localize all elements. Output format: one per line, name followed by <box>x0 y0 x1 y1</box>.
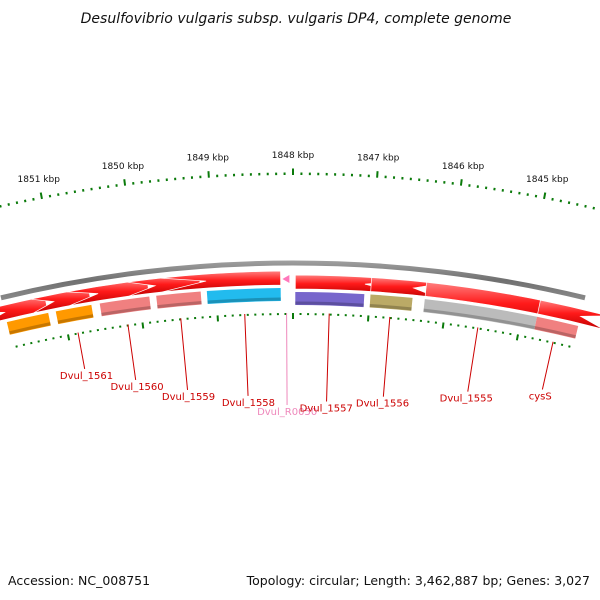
cds-band-Dvul_1561[interactable] <box>55 304 94 325</box>
gene-label-Dvul_1555[interactable]: Dvul_1555 <box>440 394 493 405</box>
major-tick <box>459 179 463 186</box>
gene-label-Dvul_1560[interactable]: Dvul_1560 <box>110 382 163 393</box>
gene-features <box>0 270 600 339</box>
cds-band-shade <box>534 326 576 339</box>
genome-title: Desulfovibrio vulgaris subsp. vulgaris D… <box>81 11 512 27</box>
scale-tick-label: 1845 kbp <box>526 175 569 185</box>
cds-band-shade <box>57 314 94 324</box>
scale-tick-label: 1851 kbp <box>18 175 61 185</box>
gene-arrow-Dvul_1561[interactable] <box>30 287 92 314</box>
minor-tick <box>559 199 563 203</box>
cds-band-shade <box>295 301 364 307</box>
minor-tick <box>0 204 2 208</box>
gene-label-leader <box>244 313 249 396</box>
gene-label-leader <box>541 341 554 390</box>
minor-tick <box>23 199 27 203</box>
gene-label-Dvul_1556[interactable]: Dvul_1556 <box>356 399 409 410</box>
genome-backbone <box>0 260 586 301</box>
scale-tick-label: 1849 kbp <box>187 154 230 164</box>
gene-arrow-Dvul_1560[interactable] <box>66 279 150 306</box>
cds-band-Dvul_1559[interactable] <box>156 291 202 309</box>
gene-arrow-cysS[interactable] <box>537 299 600 329</box>
scale-tick-label: 1850 kbp <box>102 162 145 172</box>
gene-label-Dvul_1559[interactable]: Dvul_1559 <box>162 392 215 403</box>
cds-band[interactable] <box>6 312 51 335</box>
gene-label-leader <box>467 327 479 392</box>
gene-label-leader <box>326 313 330 402</box>
topology-text: Topology: circular; Length: 3,462,887 bp… <box>246 573 590 588</box>
minor-tick <box>576 203 579 206</box>
major-tick <box>123 179 127 186</box>
cds-band-cysS[interactable] <box>534 316 579 339</box>
accession-text: Accession: NC_008751 <box>8 573 151 588</box>
cds-band-shade <box>369 303 412 311</box>
scale-tick-label: 1847 kbp <box>357 154 400 164</box>
cds-band-shade <box>157 300 202 309</box>
cds-band-shade <box>101 305 151 316</box>
rna-feature-Dvul_R0050[interactable] <box>282 275 290 283</box>
cds-band-shade <box>423 308 536 330</box>
cds-band-shade <box>9 322 51 335</box>
minor-tick <box>7 203 10 206</box>
scale-tick-label: 1848 kbp <box>272 151 315 161</box>
gene-label-cysS[interactable]: cysS <box>529 391 552 402</box>
cds-band-Dvul_1560[interactable] <box>99 296 151 317</box>
gene-label-leader <box>180 318 189 391</box>
gene-label-Dvul_1558[interactable]: Dvul_1558 <box>222 398 275 409</box>
backbone-ring <box>0 260 586 301</box>
cds-band-Dvul_1556[interactable] <box>369 294 413 311</box>
cds-band-Dvul_1557[interactable] <box>295 292 365 308</box>
minor-tick <box>592 206 595 210</box>
gene-label-leader <box>382 316 391 397</box>
gene-label-leader <box>127 324 137 381</box>
inner-major-tick <box>67 334 71 341</box>
gene-arrow[interactable] <box>0 295 48 325</box>
gene-label-Dvul_R0050[interactable]: Dvul_R0050 <box>257 407 317 418</box>
cds-band-shade <box>207 297 281 304</box>
scale-tick-label: 1846 kbp <box>442 162 485 172</box>
gene-labels: Dvul_1561Dvul_1560Dvul_1559Dvul_1558Dvul… <box>60 313 554 418</box>
gene-arrow-Dvul_1558[interactable] <box>160 270 281 293</box>
major-tick <box>543 192 547 200</box>
inner-major-tick <box>441 322 445 329</box>
major-tick <box>39 192 43 200</box>
cds-band-Dvul_1555[interactable] <box>423 299 538 330</box>
minor-tick <box>584 204 587 208</box>
gene-label-leader <box>77 332 86 370</box>
gene-arrow-Dvul_1559[interactable] <box>127 274 201 297</box>
gene-label-Dvul_1557[interactable]: Dvul_1557 <box>300 404 353 415</box>
inner-major-tick <box>515 334 519 341</box>
gene-label-Dvul_1561[interactable]: Dvul_1561 <box>60 371 113 382</box>
cds-band-Dvul_1558[interactable] <box>206 288 281 305</box>
minor-tick <box>567 201 571 205</box>
minor-tick <box>15 201 19 205</box>
inner-major-tick <box>141 322 145 329</box>
scale-ticks: 1851 kbp 1850 kbp 1849 kbp 1848 kbp 1847 kbp… <box>0 151 595 348</box>
